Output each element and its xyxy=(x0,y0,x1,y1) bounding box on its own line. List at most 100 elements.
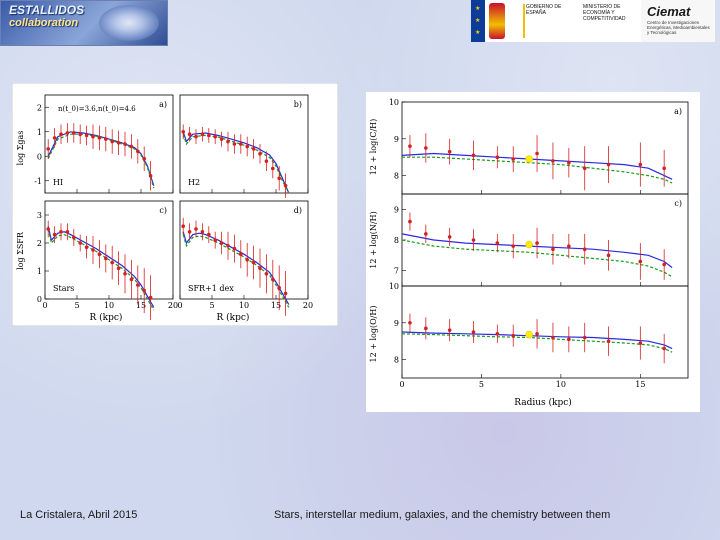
right-panel-1-data-point xyxy=(535,151,539,156)
right-panel-1-data-point xyxy=(638,162,643,167)
right-panel-2-data-point xyxy=(471,238,476,242)
left-ylabel-top: log Σgas xyxy=(16,131,25,166)
left-panel-1-data-point xyxy=(104,137,108,141)
left-panel-3-data-point xyxy=(72,235,76,240)
left-panel-2-panel-id: b) xyxy=(294,100,302,109)
right-panel-3-data-point xyxy=(662,346,666,351)
left-panel-2-data-point xyxy=(232,142,237,146)
left-panel-4-data-point xyxy=(207,232,211,237)
right-panel-2-data-point xyxy=(582,247,587,251)
left-panel-3-data-point xyxy=(123,272,127,276)
right-panel-2-data-point xyxy=(495,241,500,245)
right-panel-1-data-point xyxy=(471,153,476,158)
left-panel-1-data-point xyxy=(72,131,76,135)
galaxy-swirl-graphic xyxy=(99,5,159,41)
left-panel-3-data-point xyxy=(129,277,134,282)
left-panel-3-data-point xyxy=(97,252,102,256)
right-panel-1-model-line xyxy=(401,152,673,180)
gov-text: GOBIERNO DE ESPAÑA xyxy=(526,4,562,16)
right-panel-3-xtick-label: 10 xyxy=(556,380,566,389)
left-panel-4-data-point xyxy=(277,286,282,290)
right-panel-1-data-point xyxy=(662,166,666,171)
left-panel-4-data-point xyxy=(271,277,275,282)
left-panel-2-data-point xyxy=(207,133,211,138)
left-panel-2-model-line xyxy=(182,134,290,194)
left-panel-1-ytick-label: 0 xyxy=(37,152,42,161)
left-panel-2-model-line xyxy=(182,131,290,194)
left-panel-1-data-point xyxy=(97,136,102,140)
right-panel-1-data-point xyxy=(424,146,428,150)
left-panel-2-data-point xyxy=(219,137,224,141)
left-panel-1-data-point xyxy=(123,142,127,146)
left-panel-2-data-point xyxy=(239,142,243,146)
left-panel-3-model-line xyxy=(47,226,155,308)
left-panel-3-xtick-label: 10 xyxy=(104,301,114,310)
left-panel-3-data-point xyxy=(148,295,153,300)
left-panel-3-data-point xyxy=(104,256,108,261)
right-panel-2-data-point xyxy=(447,235,452,239)
left-panel-4-data-point xyxy=(239,252,243,256)
footer-venue-date: La Cristalera, Abril 2015 xyxy=(20,509,138,521)
left-panel-2-data-point xyxy=(194,134,198,139)
left-panel-3-data-point xyxy=(46,227,50,231)
right-panel-2-data-point xyxy=(567,244,571,248)
left-panel-2-data-point xyxy=(226,139,230,144)
left-panel-1-ytick-label: 2 xyxy=(37,103,42,112)
right-panel-3-model-line xyxy=(401,331,673,350)
left-panel-2-data-point xyxy=(258,152,262,156)
left-panel-3-data-point xyxy=(110,260,114,265)
left-panel-4-xtick-label: 15 xyxy=(271,301,281,310)
right-panel-3-xtick-label: 5 xyxy=(479,380,484,389)
left-panel-4-data-point xyxy=(283,291,288,296)
left-panel-2-data-point xyxy=(251,147,256,151)
right-panel-3-data-point xyxy=(551,335,555,340)
left-panel-1-ytick-label: 1 xyxy=(37,128,42,137)
right-panel-3-xtick-label: 0 xyxy=(399,380,404,389)
right-panel-2-solar-marker xyxy=(525,240,533,249)
right-panel-1-solar-marker xyxy=(525,155,533,163)
left-panel-1-data-point xyxy=(129,144,134,149)
estallidos-logo: ESTALLIDOS collaboration xyxy=(0,0,168,46)
right-panel-3-data-point xyxy=(511,333,516,338)
footer-talk-title: Stars, interstellar medium, galaxies, an… xyxy=(274,509,611,521)
left-panel-4-data-point xyxy=(245,258,249,262)
right-figure: 8 9 10 a) 7 8 9 c) 0 5 10 15 8 9 10 Radius (kpc) 12 + … xyxy=(366,92,700,412)
eu-flag-icon: ★ ★ ★ xyxy=(471,0,485,42)
left-panel-4-xtick-label: 20 xyxy=(303,301,313,310)
left-panel-3-xtick-label: 15 xyxy=(136,301,146,310)
left-panel-4-data-point xyxy=(232,246,237,251)
left-panel-4-model-line xyxy=(182,234,290,308)
left-xlabel-1: R (kpc) xyxy=(90,312,123,323)
left-panel-4-xtick-label: 0 xyxy=(177,301,182,310)
left-panel-3-data-point xyxy=(59,230,63,234)
right-panel-2-data-point xyxy=(424,232,428,236)
right-panel-2-ytick-label: 8 xyxy=(394,236,399,245)
right-panel-3-data-point xyxy=(535,332,539,336)
left-xlabel-2: R (kpc) xyxy=(217,312,250,323)
left-panel-1-data-point xyxy=(65,131,70,135)
left-panel-3-data-point xyxy=(78,241,82,245)
left-panel-1-data-point xyxy=(59,132,63,136)
left-panel-1-data-point xyxy=(110,139,114,144)
right-panel-1-model-line xyxy=(402,156,673,184)
left-panel-2-data-point xyxy=(200,132,205,136)
left-panel-3-model-line xyxy=(47,228,155,311)
ciemat-subtitle: Centro de Investigaciones Energéticas, M… xyxy=(647,20,710,35)
left-panel-3-panel-label: Stars xyxy=(53,284,74,293)
left-panel-3-xtick-label: 5 xyxy=(74,301,79,310)
left-panel-2-panel-label: H2 xyxy=(188,178,200,187)
right-panel-2-data-point xyxy=(408,219,412,224)
left-panel-3-data-point xyxy=(52,232,57,237)
left-panel-1-data-point xyxy=(78,132,82,136)
left-panel-3-ytick-label: 3 xyxy=(37,211,42,220)
left-panel-4-data-point xyxy=(219,241,224,245)
left-panel-1-data-point xyxy=(136,149,140,154)
right-panel-1-data-point xyxy=(447,149,452,154)
left-panel-3-data-point xyxy=(136,283,140,287)
left-panel-4-data-point xyxy=(213,238,217,242)
right-panel-3-data-point xyxy=(606,339,611,343)
left-panel-4-xtick-label: 5 xyxy=(209,301,214,310)
right-panel-2-ytick-label: 9 xyxy=(394,205,399,214)
left-panel-3-xtick-label: 0 xyxy=(42,301,47,310)
